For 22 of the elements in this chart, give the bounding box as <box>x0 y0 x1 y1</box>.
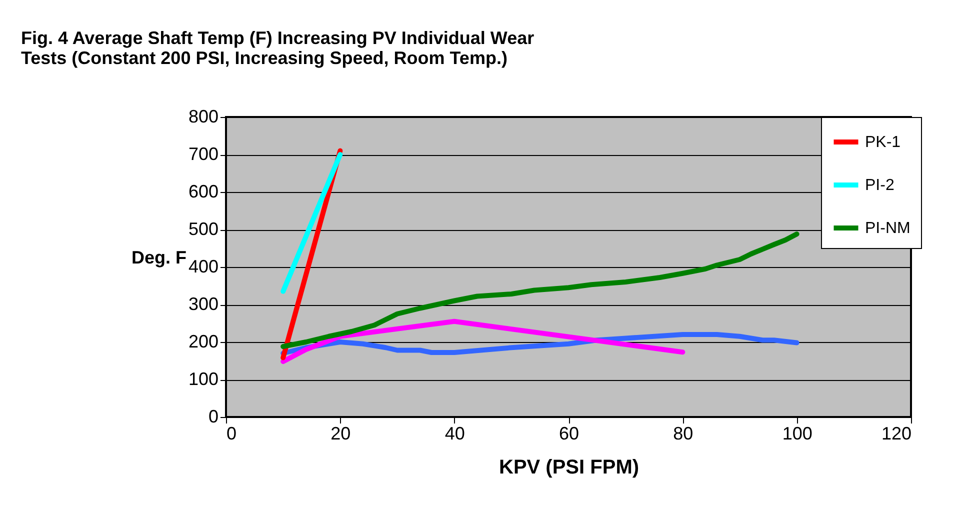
x-tick-label: 40 <box>444 424 465 444</box>
y-tick-label: 300 <box>188 294 218 314</box>
y-tick-label: 600 <box>188 182 218 202</box>
y-tick-label: 100 <box>188 369 218 389</box>
x-tick-label: 80 <box>673 424 694 444</box>
y-axis-title: Deg. F <box>131 248 186 268</box>
y-tick-label: 500 <box>188 219 218 239</box>
legend-label: PI-2 <box>865 177 894 194</box>
x-tick-label: 60 <box>558 424 580 444</box>
y-tick-label: 200 <box>188 332 218 352</box>
y-tick-label: 0 <box>208 406 218 426</box>
x-tick-label: 0 <box>226 424 237 444</box>
y-tick-label: 700 <box>188 144 218 164</box>
x-tick-label: 100 <box>782 424 812 444</box>
legend-label: PI-NM <box>865 220 910 237</box>
x-axis-title: KPV (PSI FPM) <box>498 456 640 478</box>
x-tick-label: 20 <box>330 424 351 444</box>
legend-label: PK-1 <box>865 134 901 151</box>
y-tick-label: 800 <box>188 106 218 126</box>
x-tick-label: 120 <box>881 424 912 444</box>
chart-title: Fig. 4 Average Shaft Temp (F) Increasing PV Individual Wear Tests (Constant 200 PSI, Increasing Speed, Room Temp.) <box>21 28 534 68</box>
y-tick-label: 400 <box>188 256 218 276</box>
